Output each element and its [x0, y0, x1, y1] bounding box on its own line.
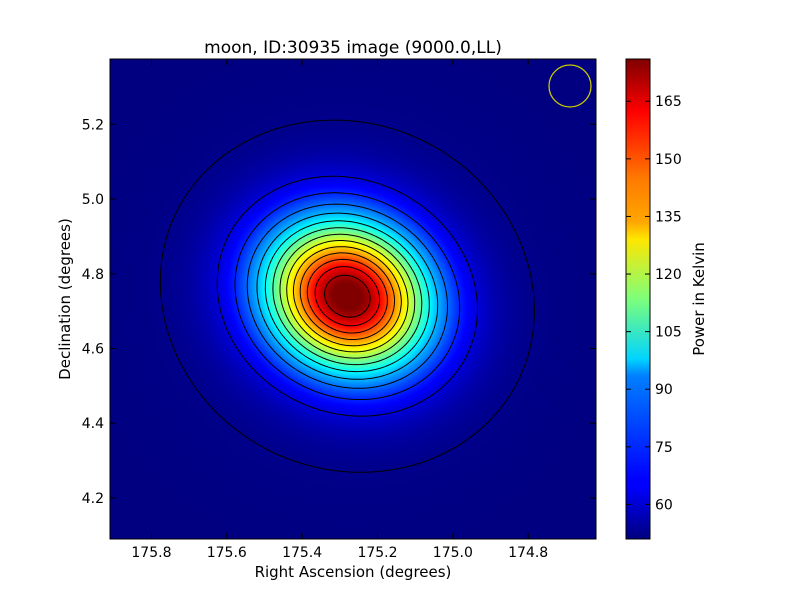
- colorbar-gradient: [625, 58, 651, 540]
- x-tick-label: 175.4: [282, 545, 322, 561]
- contour-line: [306, 258, 388, 334]
- colorbar-tick-label: 90: [655, 382, 673, 398]
- y-axis-label: Declination (degrees): [56, 218, 74, 380]
- x-axis-label: Right Ascension (degrees): [255, 563, 452, 581]
- contour-line: [216, 175, 478, 417]
- x-tick-label: 175.8: [131, 545, 171, 561]
- x-axis-ticks: 175.8 175.6 175.4 175.2 175.0 174.8: [131, 59, 548, 561]
- contour-line: [256, 212, 439, 380]
- plot-frame: [109, 58, 597, 540]
- contour-line: [159, 119, 535, 473]
- beam-circle: [548, 64, 592, 108]
- contour-line: [292, 246, 402, 347]
- x-tick-label: 174.8: [508, 545, 548, 561]
- colorbar: 60 75 90 105 120 135 150 165 Power in Kelvin: [625, 58, 708, 540]
- colorbar-tick-label: 150: [655, 152, 682, 168]
- colorbar-tick-label: 135: [655, 209, 682, 225]
- contour-lines: [159, 119, 535, 473]
- contour-line: [314, 266, 381, 327]
- colorbar-tick-label: 120: [655, 267, 682, 283]
- x-tick-label: 175.0: [433, 545, 473, 561]
- contour-line: [246, 203, 448, 389]
- colorbar-label: Power in Kelvin: [690, 242, 708, 356]
- x-tick-label: 175.6: [207, 545, 247, 561]
- contour-line: [324, 274, 371, 318]
- contour-line: [234, 192, 461, 400]
- y-tick-label: 4.4: [82, 416, 104, 432]
- chart-title: moon, ID:30935 image (9000.0,LL): [204, 38, 502, 58]
- colorbar-tick-label: 165: [655, 94, 682, 110]
- y-tick-label: 5.0: [82, 192, 104, 208]
- colorbar-tick-label: 60: [655, 497, 673, 513]
- plot-area: 175.8 175.6 175.4 175.2 175.0 174.8 5.2 5.0 4.8…: [82, 58, 597, 561]
- colorbar-tick-label: 75: [655, 440, 673, 456]
- y-tick-label: 4.2: [82, 491, 104, 507]
- colorbar-ticks: 60 75 90 105 120 135 150 165: [626, 94, 682, 513]
- y-tick-label: 4.6: [82, 341, 104, 357]
- contour-line: [264, 220, 430, 373]
- y-tick-label: 4.8: [82, 267, 104, 283]
- contour-line: [299, 252, 395, 340]
- contour-line: [272, 227, 423, 366]
- contour-line: [286, 240, 409, 353]
- contour-line: [279, 233, 416, 359]
- y-tick-label: 5.2: [82, 117, 104, 133]
- x-tick-label: 175.2: [357, 545, 397, 561]
- y-axis-ticks: 5.2 5.0 4.8 4.6 4.4 4.2: [82, 117, 596, 507]
- colorbar-tick-label: 105: [655, 325, 682, 341]
- heatmap-image: [110, 59, 596, 539]
